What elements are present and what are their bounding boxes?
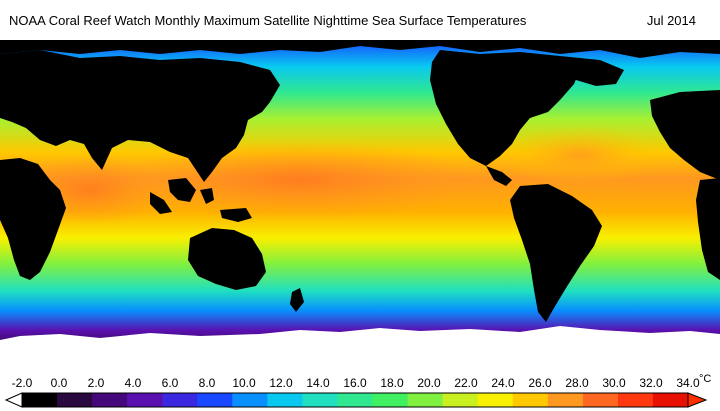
colorbar-tick-label: -2.0 (11, 376, 33, 390)
colorbar-tick-label: 6.0 (161, 376, 179, 390)
map-title: NOAA Coral Reef Watch Monthly Maximum Sa… (9, 13, 527, 28)
australia-land (188, 228, 266, 290)
colorbar-swatch (57, 393, 93, 407)
greenland-land (560, 56, 624, 86)
atlantic-warm (500, 125, 660, 185)
colorbar-swatch (582, 393, 619, 407)
colorbar-swatch (337, 393, 374, 407)
colorbar-swatch (652, 393, 689, 407)
colorbar-scale (4, 392, 708, 408)
colorbar-tick-label: 18.0 (380, 376, 404, 390)
colorbar-tick-labels: -2.0 0.0 2.0 4.0 6.0 8.0 10.0 12.0 14.0 16.0 18.0 2… (0, 376, 720, 392)
north-america-land (430, 50, 580, 166)
borneo-land (168, 178, 196, 202)
sumatra-land (150, 192, 172, 214)
colorbar-tick-label: 2.0 (87, 376, 105, 390)
colorbar-tick-label: 32.0 (639, 376, 663, 390)
colorbar-outline (21, 392, 689, 408)
central-america-land (486, 166, 512, 186)
colorbar-tick-label: 16.0 (343, 376, 367, 390)
colorbar-swatch (197, 393, 233, 407)
colorbar-swatch (127, 393, 163, 407)
new-guinea-land (220, 208, 252, 222)
sst-map-svg (0, 40, 720, 370)
colorbar-swatch (162, 393, 198, 407)
japan-land (226, 110, 240, 132)
map-date: Jul 2014 (646, 13, 696, 28)
colorbar-tick-label: 26.0 (528, 376, 552, 390)
colorbar-tick-label: 34.0 (676, 376, 700, 390)
colorbar-swatch (22, 393, 58, 407)
colorbar-swatch (617, 393, 654, 407)
colorbar-swatch (442, 393, 479, 407)
colorbar-under-arrow (4, 392, 23, 408)
colorbar-tick-label: 4.0 (124, 376, 142, 390)
sst-map (0, 40, 720, 370)
colorbar-swatch (267, 393, 303, 407)
west-africa-land (696, 178, 720, 280)
colorbar-swatch (512, 393, 549, 407)
philippines-land (204, 140, 216, 172)
colorbar-swatch (547, 393, 584, 407)
arctic-land (0, 40, 720, 58)
colorbar-swatch (477, 393, 514, 407)
colorbar-tick-label: 8.0 (198, 376, 216, 390)
colorbar-swatch (372, 393, 409, 407)
colorbar-tick-label: 0.0 (50, 376, 68, 390)
colorbar-tick-label: 22.0 (454, 376, 478, 390)
colorbar-swatch (92, 393, 128, 407)
colorbar-tick-label: 20.0 (417, 376, 441, 390)
colorbar-tick-label: 14.0 (306, 376, 330, 390)
antarctica-ice (0, 326, 720, 370)
africa-land (0, 158, 66, 280)
colorbar-swatch (302, 393, 338, 407)
colorbar-tick-label: 12.0 (269, 376, 293, 390)
colorbar-tick-label: 24.0 (491, 376, 515, 390)
colorbar-tick-label: 10.0 (232, 376, 256, 390)
colorbar-over-arrow (687, 392, 708, 408)
europe-land (650, 90, 720, 180)
colorbar-swatch (232, 393, 268, 407)
colorbar-swatch (407, 393, 444, 407)
colorbar: -2.0 0.0 2.0 4.0 6.0 8.0 10.0 12.0 14.0 16.0 18.0 2… (0, 370, 720, 411)
south-america-land (510, 184, 602, 322)
colorbar-unit: °C (699, 373, 712, 385)
colorbar-tick-label: 28.0 (565, 376, 589, 390)
sulawesi-land (200, 188, 214, 204)
new-zealand-land (290, 288, 304, 312)
colorbar-tick-label: 30.0 (602, 376, 626, 390)
header: NOAA Coral Reef Watch Monthly Maximum Sa… (0, 0, 720, 40)
